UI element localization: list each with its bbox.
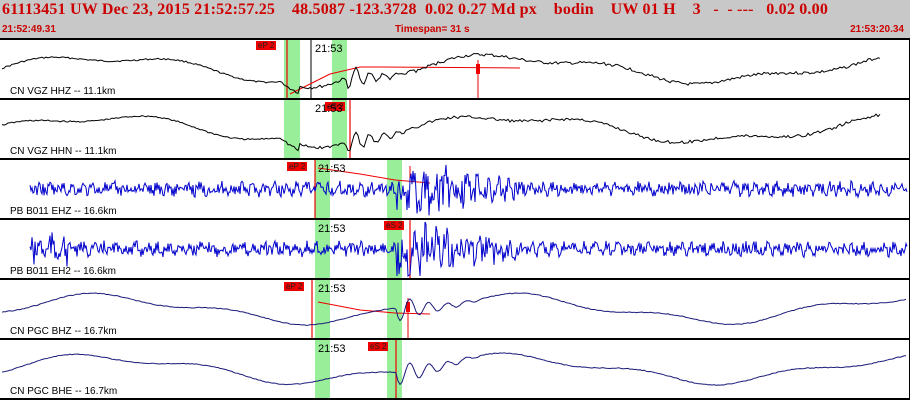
- seismogram-trace: [1, 352, 907, 386]
- seismogram-trace: [1, 113, 881, 152]
- pick-window-p: [315, 340, 330, 398]
- seismogram-trace: [29, 164, 908, 216]
- waveform-panel-hhn[interactable]: eS 2 21:53 CN VGZ HHN -- 11.1km: [0, 98, 910, 158]
- start-time: 21:52:49.31: [2, 24, 56, 35]
- timespan: Timespan= 31 s: [395, 24, 470, 35]
- pick-window-p: [284, 100, 300, 158]
- waveform-panel-hhz[interactable]: eP 2 21:53 CN VGZ HHZ -- 11.1km: [0, 38, 910, 98]
- pick-tag[interactable]: eP 2: [256, 41, 277, 50]
- time-label: 21:53: [318, 283, 346, 295]
- waveform-panel-eh2[interactable]: eS 2 21:53 PB B011 EH2 -- 16.6km: [0, 218, 910, 278]
- channel-label: PB B011 EHZ -- 16.6km: [10, 206, 117, 217]
- channel-label: CN PGC BHZ -- 16.7km: [10, 326, 117, 337]
- waveform-canvas-bhz[interactable]: [0, 280, 909, 338]
- pick-tag[interactable]: eS 2: [384, 221, 405, 230]
- seismogram-trace: [1, 292, 907, 326]
- channel-label: CN VGZ HHZ -- 11.1km: [10, 86, 116, 97]
- pick-tag[interactable]: eP 2: [284, 282, 305, 291]
- channel-label: PB B011 EH2 -- 16.6km: [10, 266, 116, 277]
- coda-handle: [406, 302, 410, 312]
- seismogram-trace: [1, 52, 881, 95]
- waveform-header: 61113451 UW Dec 23, 2015 21:52:57.25 48.…: [0, 0, 910, 39]
- waveform-canvas-hhz[interactable]: [0, 40, 909, 98]
- end-time: 21:53:20.34: [850, 24, 904, 35]
- time-label: 21:53: [318, 343, 346, 355]
- event-title: 61113451 UW Dec 23, 2015 21:52:57.25 48.…: [2, 1, 829, 18]
- bottom-border: [0, 398, 910, 400]
- time-label: 21:53: [318, 163, 346, 175]
- pick-tag[interactable]: eS 2: [368, 342, 389, 351]
- pick-window-p: [284, 40, 300, 98]
- time-label: 21:53: [315, 43, 343, 55]
- coda-fit-line: [317, 301, 431, 315]
- waveform-canvas-hhn[interactable]: [0, 100, 909, 158]
- pick-window-p: [315, 160, 330, 218]
- waveform-panel-bhz[interactable]: eP 2 21:53 CN PGC BHZ -- 16.7km: [0, 278, 910, 338]
- channel-label: CN PGC BHE -- 16.7km: [10, 386, 118, 397]
- waveform-canvas-eh2[interactable]: [0, 220, 909, 278]
- coda-handle: [476, 64, 480, 74]
- pick-window-s: [387, 340, 402, 398]
- pick-tag[interactable]: eS 2: [325, 102, 346, 111]
- waveform-canvas-ehz[interactable]: [0, 160, 909, 218]
- time-label: 21:53: [315, 103, 343, 115]
- time-label: 21:53: [318, 223, 346, 235]
- waveform-canvas-bhe[interactable]: [0, 340, 909, 398]
- waveform-panel-bhe[interactable]: eS 2 21:53 CN PGC BHE -- 16.7km: [0, 338, 910, 398]
- waveform-panel-ehz[interactable]: eP 2 21:53 PB B011 EHZ -- 16.6km: [0, 158, 910, 218]
- coda-fit-line: [289, 66, 521, 95]
- seismogram-trace: [29, 221, 908, 278]
- channel-label: CN VGZ HHN -- 11.1km: [10, 146, 117, 157]
- pick-window-p: [315, 220, 330, 278]
- pick-tag[interactable]: eP 2: [287, 162, 308, 171]
- pick-window-s: [332, 40, 347, 98]
- pick-window-s: [387, 160, 402, 218]
